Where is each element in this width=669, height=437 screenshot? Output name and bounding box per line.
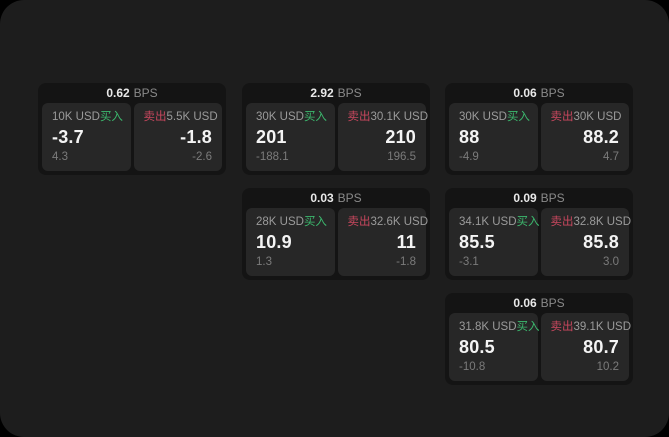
sell-delta: 196.5 [387,151,416,163]
quote-card: 0.62 BPS 10K USD 买入 -3.7 4.3 卖出 5.5K USD… [38,83,226,175]
buy-panel[interactable]: 31.8K USD 买入 80.5 -10.8 [449,313,540,381]
buy-label: 买入 [516,216,540,228]
buy-label: 买入 [99,111,123,123]
sell-delta: 10.2 [596,361,619,373]
sell-price: 11 [396,232,416,252]
buy-price: 10.9 [256,232,292,252]
quote-panels: 30K USD 买入 201 -188.1 卖出 30.1K USD 210 1… [246,103,429,171]
buy-notional: 31.8K USD [459,321,517,333]
quote-panels: 28K USD 买入 10.9 1.3 卖出 32.6K USD 11 -1.8 [246,208,429,276]
sell-notional: 32.8K USD [573,216,632,228]
buy-price: 201 [256,127,287,147]
sell-price: 80.7 [583,337,619,357]
quote-panels: 34.1K USD 买入 85.5 -3.1 卖出 32.8K USD 85.8… [449,208,632,276]
quote-card: 0.09 BPS 34.1K USD 买入 85.5 -3.1 卖出 32.8K… [445,188,633,280]
buy-label: 买入 [506,111,530,123]
sell-label: 卖出 [347,111,371,123]
buy-delta: -4.9 [459,151,479,163]
sell-notional: 30K USD [573,111,622,123]
card-header: 0.62 BPS [42,83,222,103]
card-header: 0.03 BPS [246,188,426,208]
sell-panel[interactable]: 卖出 32.8K USD 85.8 3.0 [540,208,632,276]
bps-unit-label: BPS [540,191,565,205]
quote-card: 0.03 BPS 28K USD 买入 10.9 1.3 卖出 32.6K US… [242,188,430,280]
buy-notional: 34.1K USD [459,216,517,228]
buy-panel[interactable]: 10K USD 买入 -3.7 4.3 [42,103,131,171]
sell-price: 85.8 [583,232,619,252]
bps-unit-label: BPS [540,86,565,100]
sell-panel[interactable]: 卖出 39.1K USD 80.7 10.2 [540,313,632,381]
sell-panel[interactable]: 卖出 5.5K USD -1.8 -2.6 [133,103,222,171]
card-header: 0.06 BPS [449,293,629,313]
buy-panel[interactable]: 34.1K USD 买入 85.5 -3.1 [449,208,540,276]
card-header: 2.92 BPS [246,83,426,103]
buy-notional: 30K USD [459,111,507,123]
buy-notional: 30K USD [256,111,304,123]
buy-label: 买入 [516,321,540,333]
sell-notional: 32.6K USD [370,216,429,228]
bps-value: 0.09 [513,191,537,205]
buy-label: 买入 [303,216,327,228]
quote-card: 0.06 BPS 31.8K USD 买入 80.5 -10.8 卖出 39.1… [445,293,633,385]
bps-value: 0.62 [106,86,130,100]
sell-delta: -1.8 [396,256,416,268]
bps-unit-label: BPS [133,86,158,100]
bps-unit-label: BPS [337,191,362,205]
quote-panels: 31.8K USD 买入 80.5 -10.8 卖出 39.1K USD 80.… [449,313,632,381]
buy-delta: -10.8 [459,361,486,373]
sell-delta: -2.6 [192,151,212,163]
buy-delta: 4.3 [52,151,68,163]
buy-price: 80.5 [459,337,495,357]
quote-panels: 10K USD 买入 -3.7 4.3 卖出 5.5K USD -1.8 -2.… [42,103,222,171]
sell-delta: 4.7 [603,151,619,163]
buy-notional: 10K USD [52,111,100,123]
buy-panel[interactable]: 30K USD 买入 201 -188.1 [246,103,335,171]
buy-panel[interactable]: 28K USD 买入 10.9 1.3 [246,208,335,276]
buy-delta: -188.1 [256,151,289,163]
sell-delta: 3.0 [603,256,619,268]
sell-price: 210 [385,127,416,147]
sell-label: 卖出 [550,216,574,228]
sell-notional: 5.5K USD [166,111,218,123]
bps-value: 2.92 [310,86,334,100]
bps-value: 0.06 [513,296,537,310]
sell-label: 卖出 [550,111,574,123]
sell-price: 88.2 [583,127,619,147]
buy-label: 买入 [303,111,327,123]
card-header: 0.06 BPS [449,83,629,103]
buy-price: -3.7 [52,127,84,147]
buy-price: 85.5 [459,232,495,252]
buy-notional: 28K USD [256,216,304,228]
sell-notional: 30.1K USD [370,111,429,123]
bps-value: 0.03 [310,191,334,205]
sell-panel[interactable]: 卖出 30.1K USD 210 196.5 [337,103,429,171]
quote-card: 2.92 BPS 30K USD 买入 201 -188.1 卖出 30.1K … [242,83,430,175]
quote-panels: 30K USD 买入 88 -4.9 卖出 30K USD 88.2 4.7 [449,103,629,171]
buy-delta: 1.3 [256,256,272,268]
sell-label: 卖出 [347,216,371,228]
sell-panel[interactable]: 卖出 32.6K USD 11 -1.8 [337,208,429,276]
bps-unit-label: BPS [337,86,362,100]
card-header: 0.09 BPS [449,188,629,208]
sell-panel[interactable]: 卖出 30K USD 88.2 4.7 [540,103,629,171]
bps-value: 0.06 [513,86,537,100]
sell-notional: 39.1K USD [573,321,632,333]
sell-price: -1.8 [180,127,212,147]
quote-card: 0.06 BPS 30K USD 买入 88 -4.9 卖出 30K USD 8… [445,83,633,175]
buy-price: 88 [459,127,480,147]
buy-delta: -3.1 [459,256,479,268]
bps-unit-label: BPS [540,296,565,310]
sell-label: 卖出 [550,321,574,333]
buy-panel[interactable]: 30K USD 买入 88 -4.9 [449,103,538,171]
sell-label: 卖出 [143,111,167,123]
